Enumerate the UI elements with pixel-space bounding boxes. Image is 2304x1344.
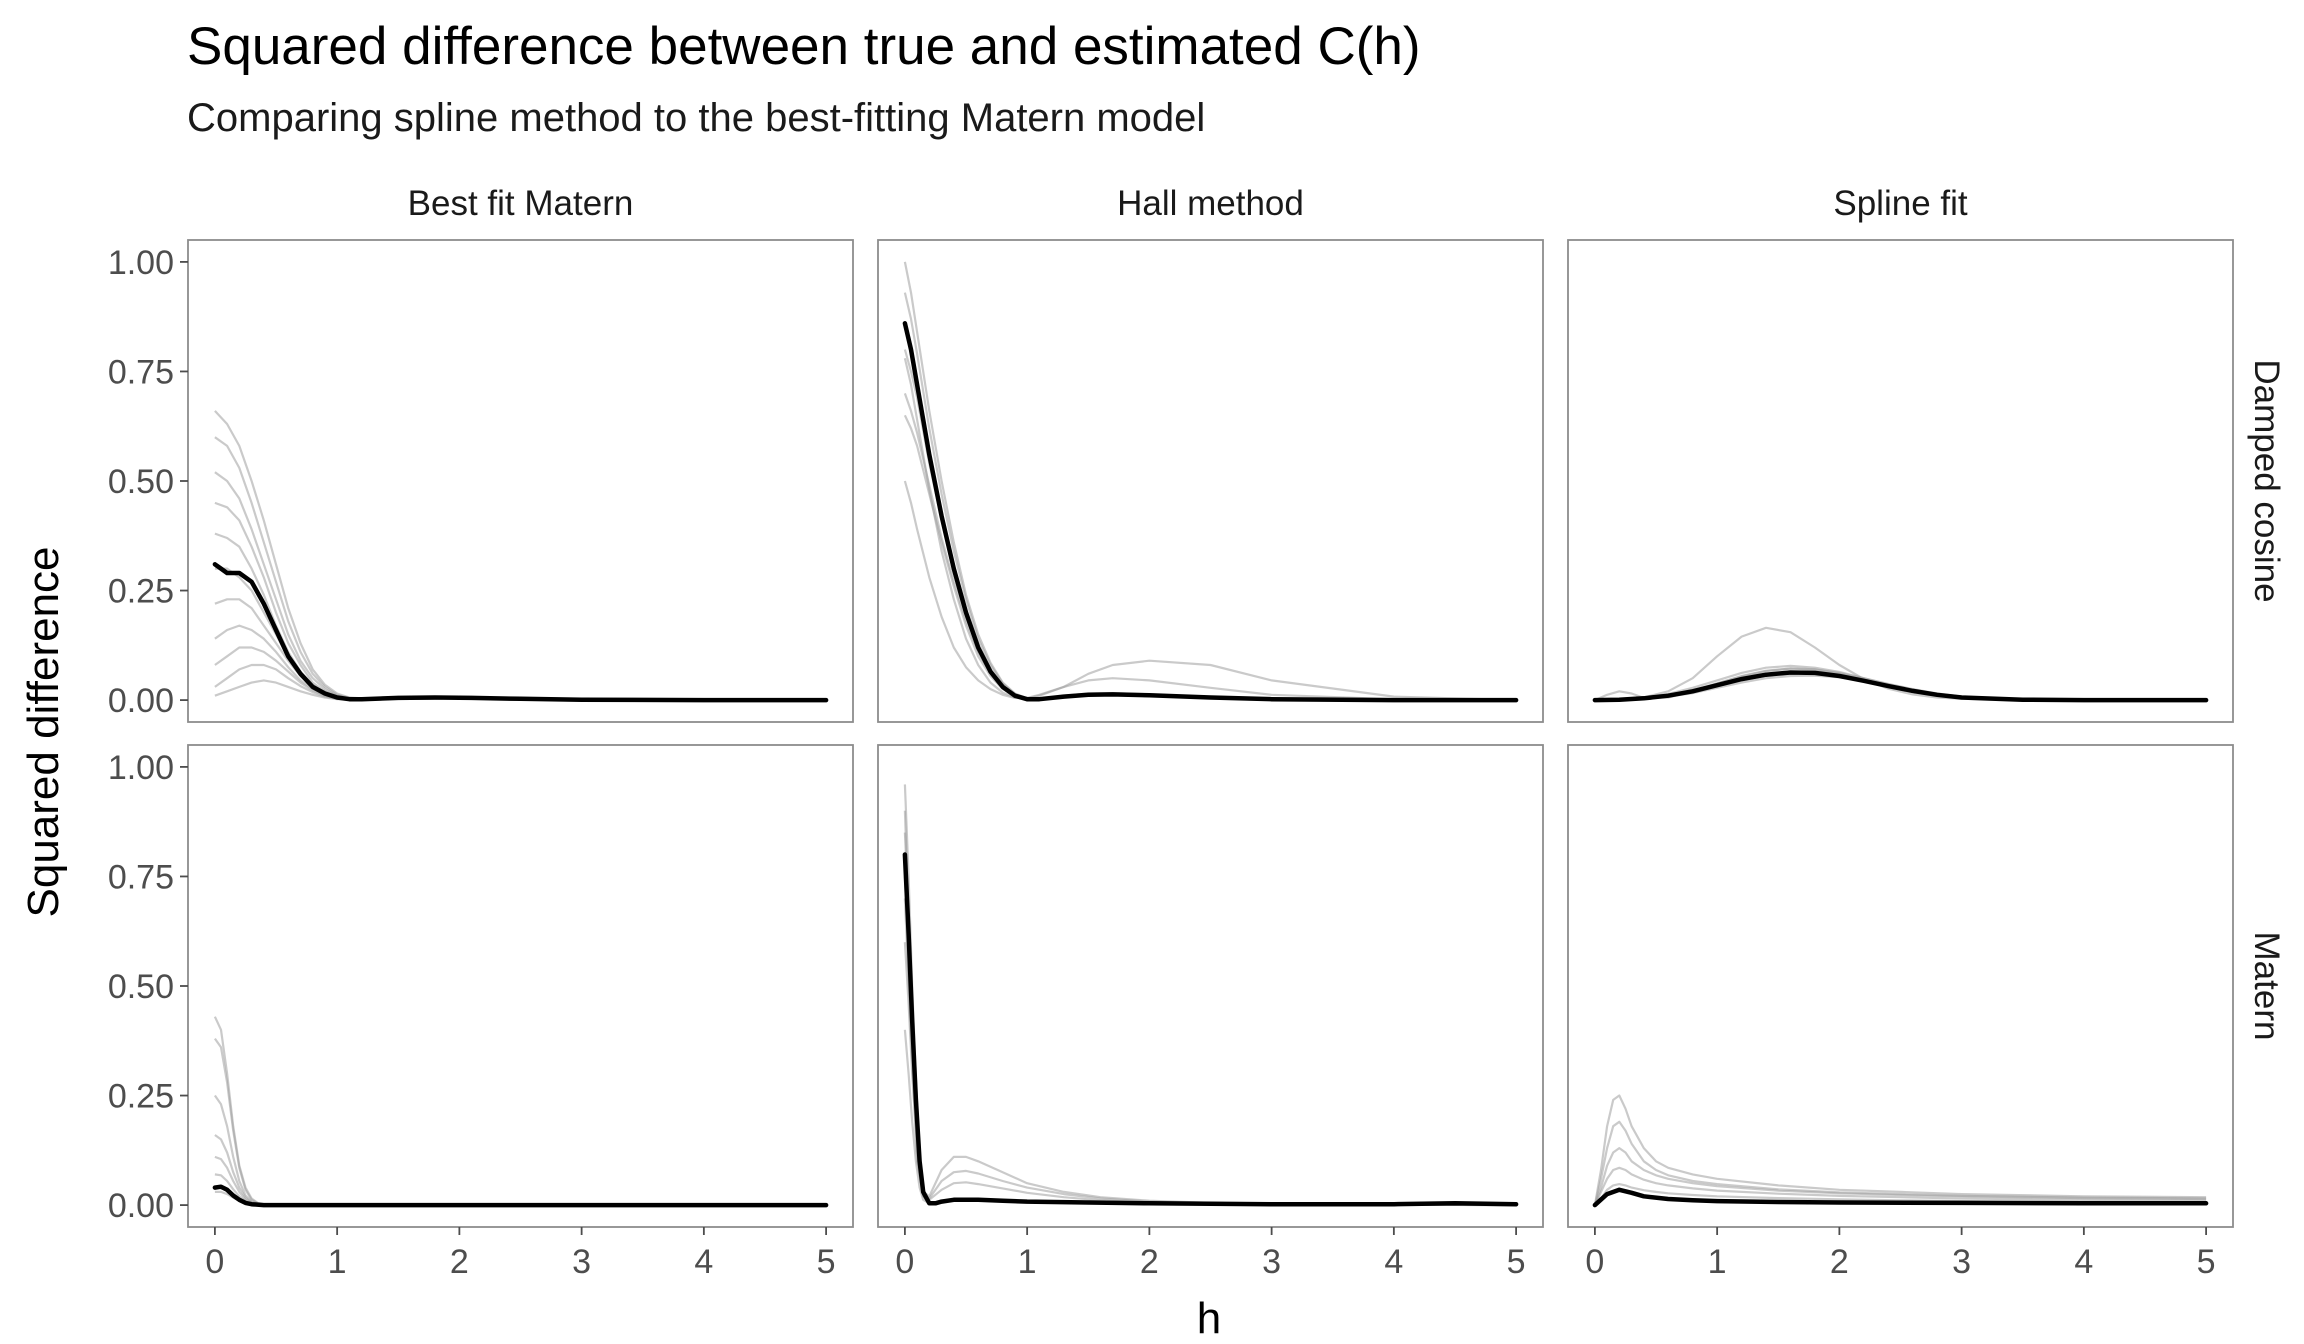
strips-layer: Best fit Matern Hall method Spline fit Damp… [408, 184, 2286, 1040]
replicate-line [1593, 1166, 2207, 1206]
panel-best-fit-matern-damped-cosine [187, 239, 854, 723]
panel-plot-area [902, 261, 1519, 703]
y-tick-label: 1.00 [108, 749, 174, 787]
y-axis-title: Squared difference [19, 546, 68, 917]
panel-plot-area [902, 784, 1519, 1207]
y-tick-label: 0.50 [108, 968, 174, 1006]
x-tick-label: 1 [1708, 1243, 1727, 1281]
panels-layer [187, 239, 2234, 1228]
mean-line [902, 852, 1519, 1207]
y-tick-label: 0.75 [108, 858, 174, 896]
panel-background [878, 240, 1543, 722]
y-tick-label: 0.00 [108, 682, 174, 720]
chart-title: Squared difference between true and esti… [187, 17, 1421, 76]
panel-background [878, 745, 1543, 1227]
x-tick-label: 0 [1585, 1243, 1604, 1281]
x-tick-label: 1 [1018, 1243, 1037, 1281]
facet-column-label-hall-method: Hall method [1117, 184, 1304, 223]
mean-line [212, 1184, 829, 1208]
facet-column-label-spline-fit: Spline fit [1833, 184, 1968, 223]
y-tick-label: 0.75 [108, 353, 174, 391]
panel-border [1567, 744, 2234, 1228]
chart-subtitle: Comparing spline method to the best-fitt… [187, 96, 1206, 140]
x-tick-label: 0 [895, 1243, 914, 1281]
panel-plot-area [212, 1016, 829, 1208]
x-tick-label: 5 [2197, 1243, 2216, 1281]
x-tick-label: 4 [694, 1243, 713, 1281]
panel-border [1567, 239, 2234, 723]
panel-background [188, 745, 853, 1227]
mean-line [1592, 1187, 2209, 1208]
y-tick-label: 0.25 [108, 1078, 174, 1116]
panel-border [877, 239, 1544, 723]
x-tick-label: 2 [450, 1243, 469, 1281]
panel-hall-method-damped-cosine [877, 239, 1544, 723]
x-tick-label: 2 [1140, 1243, 1159, 1281]
panel-background [1568, 745, 2233, 1227]
replicate-line [1594, 1183, 2207, 1206]
mean-line [902, 321, 1519, 703]
y-tick-label: 1.00 [108, 244, 174, 282]
x-tick-label: 0 [205, 1243, 224, 1281]
x-tick-label: 3 [1952, 1243, 1971, 1281]
panel-background [1568, 240, 2233, 722]
x-tick-label: 3 [1262, 1243, 1281, 1281]
replicate-line [1593, 1094, 2207, 1206]
x-tick-label: 3 [572, 1243, 591, 1281]
panel-plot-area [1592, 1094, 2209, 1208]
mean-line [1592, 670, 2209, 703]
y-tick-label: 0.00 [108, 1187, 174, 1225]
facet-row-label-damped-cosine: Damped cosine [2247, 359, 2286, 602]
x-tick-label: 1 [328, 1243, 347, 1281]
panel-hall-method-matern [877, 744, 1544, 1228]
x-tick-label: 4 [2074, 1243, 2093, 1281]
replicate-line [1593, 1147, 2207, 1206]
panel-plot-area [212, 410, 829, 703]
mean-line [212, 562, 829, 703]
x-axis-title: h [1197, 1294, 1221, 1343]
x-tick-label: 2 [1830, 1243, 1849, 1281]
ticks-layer: 0.00 0.25 0.50 0.75 1.00 0.00 0.25 0.50 0.75 1.00… [108, 244, 2216, 1281]
panel-plot-area [1592, 626, 2209, 703]
panel-spline-fit-damped-cosine [1567, 239, 2234, 723]
x-tick-label: 5 [817, 1243, 836, 1281]
panel-spline-fit-matern [1567, 744, 2234, 1228]
x-tick-label: 4 [1384, 1243, 1403, 1281]
facet-row-label-matern: Matern [2247, 932, 2286, 1041]
panel-border [877, 744, 1544, 1228]
panel-best-fit-matern-matern [187, 744, 854, 1228]
y-tick-label: 0.25 [108, 573, 174, 611]
facet-column-label-best-fit-matern: Best fit Matern [408, 184, 634, 223]
y-tick-label: 0.50 [108, 463, 174, 501]
x-tick-label: 5 [1507, 1243, 1526, 1281]
